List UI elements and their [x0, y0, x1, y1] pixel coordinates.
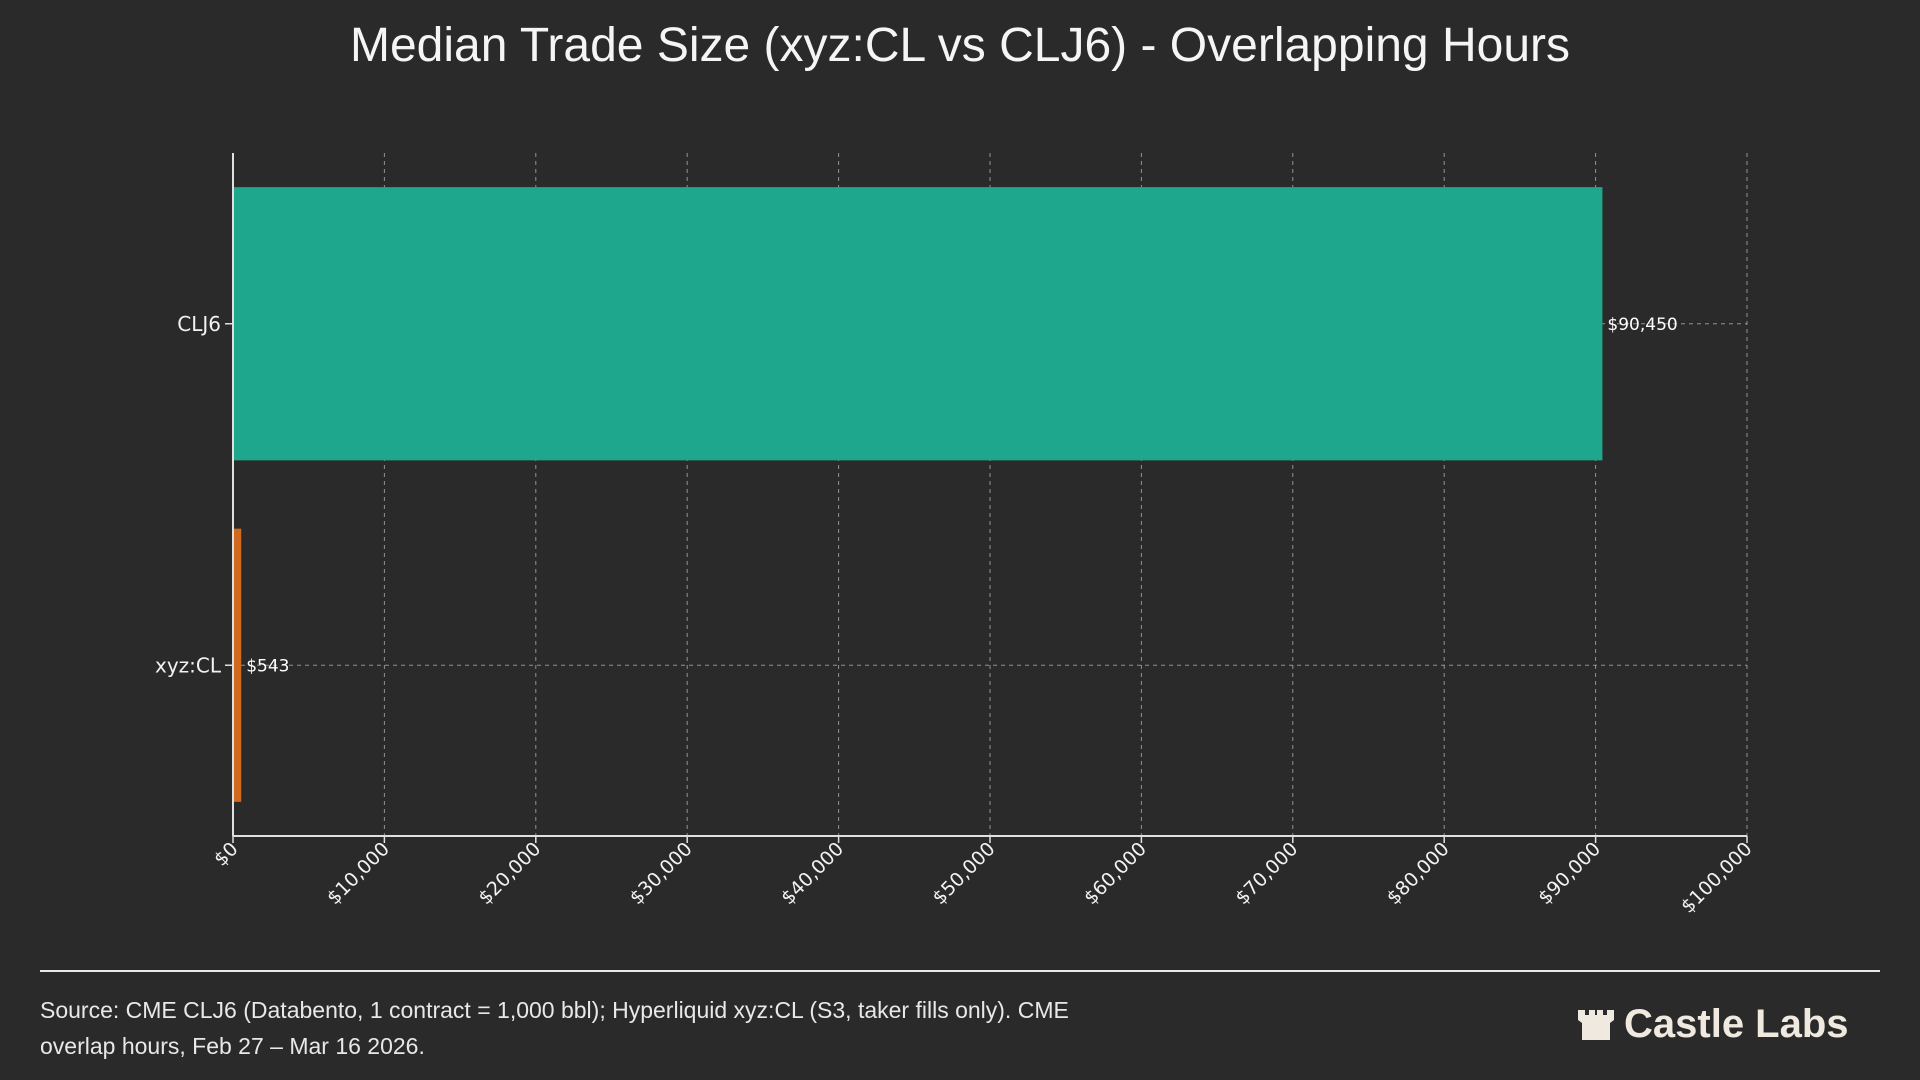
footer-divider: [40, 970, 1880, 972]
castle-icon: [1578, 1009, 1614, 1040]
bar-xyz-cl: [233, 528, 242, 802]
y-tick-label: xyz:CL: [155, 653, 222, 677]
x-tick-label: $100,000: [1677, 838, 1757, 918]
source-note-line2: overlap hours, Feb 27 – Mar 16 2026.: [40, 1033, 425, 1059]
source-note-line1: Source: CME CLJ6 (Databento, 1 contract …: [40, 997, 1069, 1023]
x-tick-label: $10,000: [323, 838, 394, 909]
x-tick-label: $80,000: [1383, 838, 1454, 909]
data-label: $90,450: [1607, 315, 1677, 335]
x-tick-label: $60,000: [1080, 838, 1151, 909]
x-tick-label: $50,000: [928, 838, 999, 909]
logo-text: Castle Labs: [1624, 1002, 1849, 1046]
x-tick-label: $40,000: [777, 838, 848, 909]
x-tick-label: $20,000: [474, 838, 545, 909]
x-tick-label: $30,000: [626, 838, 697, 909]
bar-chart: $90,450 CLJ6 $543 xyz:CL $0 $10,000 $20,000 $30…: [155, 153, 1757, 918]
castle-labs-logo: Castle Labs: [1576, 1002, 1849, 1047]
data-label: $543: [246, 656, 289, 676]
x-tick-label: $0: [210, 838, 243, 871]
x-tick-label: $90,000: [1534, 838, 1605, 909]
x-tick-label: $70,000: [1231, 838, 1302, 909]
bar-clj6: [233, 187, 1603, 461]
y-tick-label: CLJ6: [177, 312, 221, 336]
chart-title: Median Trade Size (xyz:CL vs CLJ6) - Ove…: [349, 19, 1570, 72]
